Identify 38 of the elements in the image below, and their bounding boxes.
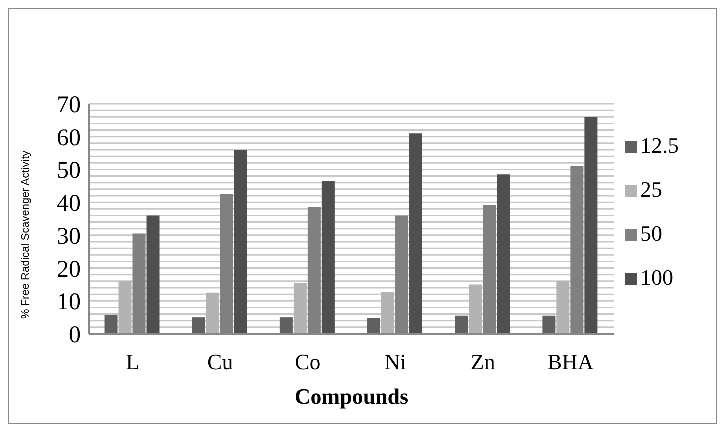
bar	[469, 284, 482, 334]
bar	[497, 174, 510, 334]
x-tick-label: Ni	[384, 350, 407, 375]
legend-label: 100	[640, 264, 674, 290]
bar	[410, 134, 423, 334]
y-tick-label: 70	[57, 92, 81, 119]
y-tick-label: 40	[57, 191, 81, 218]
bar	[146, 216, 160, 334]
y-tick-label: 60	[57, 125, 81, 152]
bar	[584, 117, 598, 334]
x-axis-title: Compounds	[294, 384, 410, 409]
bar	[192, 318, 206, 334]
bar	[542, 316, 556, 334]
x-tick-label: Co	[295, 350, 321, 375]
y-tick-label: 50	[57, 158, 81, 184]
bar	[294, 283, 307, 334]
legend-label: 25	[640, 176, 662, 202]
y-tick-label: 0	[69, 322, 81, 349]
x-tick-label: Zn	[470, 350, 496, 375]
bar	[368, 318, 381, 334]
y-tick-label: 10	[57, 290, 81, 316]
x-tick-label: Cu	[208, 350, 234, 375]
bar	[104, 314, 118, 334]
bar	[556, 281, 570, 334]
legend-label: 12.5	[640, 132, 679, 158]
x-tick-label: BHA	[547, 350, 594, 375]
bar	[322, 181, 335, 334]
legend-label: 50	[640, 220, 662, 246]
bar	[455, 316, 468, 334]
bar	[382, 292, 395, 334]
x-tick-label: L	[126, 350, 140, 375]
bar	[206, 292, 220, 334]
y-axis-title: % Free Radical Scavenger Activity	[20, 150, 32, 319]
bar	[234, 150, 248, 334]
bar	[118, 281, 132, 334]
y-tick-label: 20	[57, 256, 81, 283]
bar	[280, 318, 293, 334]
y-tick-label: 30	[57, 224, 81, 250]
